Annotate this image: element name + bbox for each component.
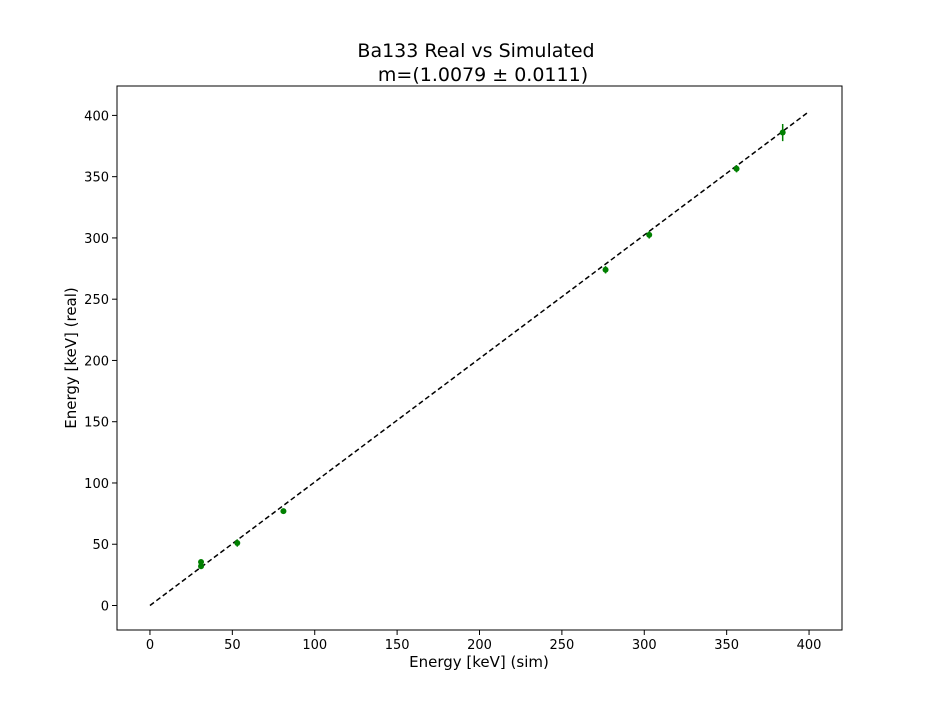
y-axis-label: Energy [keV] (real) (62, 287, 80, 429)
data-point (198, 563, 205, 570)
chart-subtitle: m=(1.0079 ± 0.0111) (378, 64, 588, 86)
y-tick-label: 250 (84, 293, 109, 308)
chart-title: Ba133 Real vs Simulated (357, 40, 594, 62)
data-point (234, 540, 241, 547)
x-tick-label: 350 (714, 638, 739, 653)
data-point (646, 231, 653, 238)
x-tick-label: 100 (302, 638, 327, 653)
x-tick-label: 300 (632, 638, 657, 653)
y-tick-label: 400 (84, 109, 109, 124)
y-tick-label: 50 (92, 538, 109, 553)
x-tick-label: 0 (146, 638, 154, 653)
data-point (198, 559, 205, 565)
y-tick-label: 150 (84, 416, 109, 431)
data-point (602, 266, 609, 273)
data-point (779, 129, 786, 136)
y-tick-label: 0 (101, 599, 109, 614)
data-point (280, 508, 287, 515)
data-points (198, 123, 786, 570)
y-tick-label: 300 (84, 232, 109, 247)
y-tick-label: 350 (84, 171, 109, 186)
x-tick-label: 250 (549, 638, 574, 653)
x-tick-label: 400 (797, 638, 822, 653)
x-tick-label: 200 (467, 638, 492, 653)
x-axis-label: Energy [keV] (sim) (409, 653, 549, 671)
y-tick-label: 100 (84, 477, 109, 492)
x-tick-label: 150 (385, 638, 410, 653)
x-axis: 0 50 100 150 200 250 300 350 400 (146, 630, 822, 653)
data-point (733, 165, 740, 172)
y-axis: 0 50 100 150 200 250 300 350 400 (84, 109, 117, 614)
fit-line (149, 110, 810, 607)
x-tick-label: 50 (224, 638, 241, 653)
y-tick-label: 200 (84, 354, 109, 369)
